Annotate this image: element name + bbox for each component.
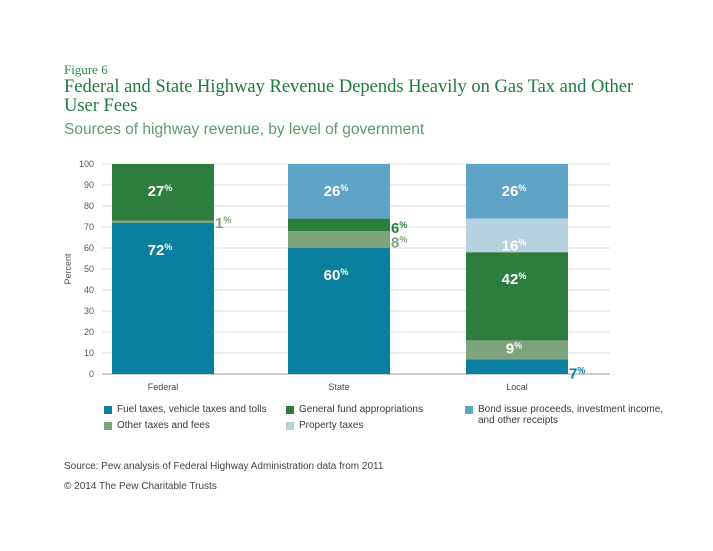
bar-segment <box>112 220 214 223</box>
legend-label-other: Other taxes and fees <box>117 420 210 431</box>
legend-label-bond-line2: and other receipts <box>478 415 559 426</box>
legend-swatch-bond <box>465 406 473 414</box>
data-label: 26% <box>324 183 349 200</box>
y-tick-label: 50 <box>84 264 94 274</box>
y-axis-label: Percent <box>63 253 73 285</box>
y-tick-label: 100 <box>79 159 94 169</box>
y-tick-label: 10 <box>84 348 94 358</box>
data-label: 7% <box>569 366 585 383</box>
bar-segment <box>112 222 214 374</box>
bar-segment <box>466 164 568 219</box>
x-category-label: State <box>328 382 349 392</box>
legend-swatch-fuel <box>104 406 112 414</box>
y-tick-label: 40 <box>84 285 94 295</box>
legend-swatch-general <box>286 406 294 414</box>
bar-segment <box>466 218 568 253</box>
legend-label-property: Property taxes <box>299 420 364 431</box>
y-tick-label: 60 <box>84 243 94 253</box>
data-label: 8% <box>391 235 407 252</box>
data-label: 27% <box>148 183 173 200</box>
data-label: 72% <box>148 242 173 259</box>
x-category-label: Local <box>506 382 528 392</box>
bar-segment <box>288 164 390 219</box>
legend-label-bond-line1: Bond issue proceeds, investment income, <box>478 404 664 415</box>
y-tick-label: 30 <box>84 306 94 316</box>
y-tick-label: 20 <box>84 327 94 337</box>
legend-swatch-other <box>104 422 112 430</box>
figure-label: Figure 6 <box>64 62 108 77</box>
legend-swatch-property <box>286 422 294 430</box>
bar-segment <box>466 252 568 341</box>
chart-title: Federal and State Highway Revenue Depend… <box>64 77 634 116</box>
y-tick-label: 90 <box>84 180 94 190</box>
bar-segment <box>288 231 390 248</box>
y-tick-label: 80 <box>84 201 94 211</box>
bar-segment <box>288 248 390 374</box>
data-label: 26% <box>502 183 527 200</box>
y-tick-label: 70 <box>84 222 94 232</box>
data-label: 60% <box>324 267 349 284</box>
data-label: 9% <box>506 340 522 357</box>
y-tick-label: 0 <box>89 369 94 379</box>
data-label: 16% <box>502 238 527 255</box>
bar-segment <box>112 164 214 221</box>
copyright-note: © 2014 The Pew Charitable Trusts <box>64 481 217 492</box>
source-note: Source: Pew analysis of Federal Highway … <box>64 461 384 472</box>
data-label: 1% <box>215 215 231 232</box>
bar-segment <box>466 359 568 374</box>
legend-label-fuel: Fuel taxes, vehicle taxes and tolls <box>117 404 267 415</box>
legend-label-general: General fund appropriations <box>299 404 423 415</box>
bar-segment <box>466 340 568 360</box>
data-label: 6% <box>391 220 407 237</box>
x-category-label: Federal <box>148 382 179 392</box>
data-label: 42% <box>502 271 527 288</box>
chart-subtitle: Sources of highway revenue, by level of … <box>64 121 425 138</box>
bar-segment <box>288 218 390 232</box>
